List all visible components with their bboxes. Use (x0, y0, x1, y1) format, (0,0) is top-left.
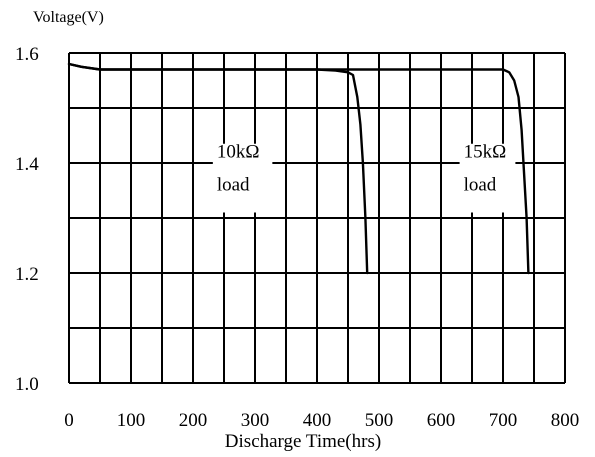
annotation-label-1-line-0: 15kΩ (464, 141, 507, 162)
y-tick-label: 1.0 (15, 374, 39, 395)
series-line-1 (67, 62, 530, 275)
series-lines (67, 62, 530, 275)
x-tick-label: 700 (489, 410, 518, 431)
y-tick-label: 1.6 (15, 44, 39, 65)
x-tick-label: 0 (64, 410, 74, 431)
annotation-backgrounds (212, 143, 516, 213)
y-axis-title: Voltage(V) (33, 9, 104, 26)
y-tick-label: 1.2 (15, 264, 39, 285)
annotation-label-0-line-0: 10kΩ (217, 141, 260, 162)
annotation-labels: 10kΩ load 15kΩ load (217, 141, 506, 195)
x-tick-label: 400 (303, 410, 332, 431)
x-axis-title: Discharge Time(hrs) (225, 431, 381, 452)
x-tick-label: 500 (365, 410, 394, 431)
annotation-label-0-line-1: load (217, 174, 250, 195)
tick-labels: 0 100 200 300 400 500 600 700 800 1.0 1.2 1.4 1.6 (15, 44, 579, 431)
annotation-box-0 (212, 143, 273, 213)
grid-lines (68, 52, 566, 384)
x-tick-label: 600 (427, 410, 456, 431)
x-tick-label: 100 (117, 410, 146, 431)
annotation-box-1 (459, 143, 516, 213)
y-tick-label: 1.4 (15, 154, 39, 175)
x-tick-label: 800 (551, 410, 580, 431)
x-tick-label: 200 (179, 410, 208, 431)
x-tick-label: 300 (241, 410, 270, 431)
annotation-label-1-line-1: load (464, 174, 497, 195)
